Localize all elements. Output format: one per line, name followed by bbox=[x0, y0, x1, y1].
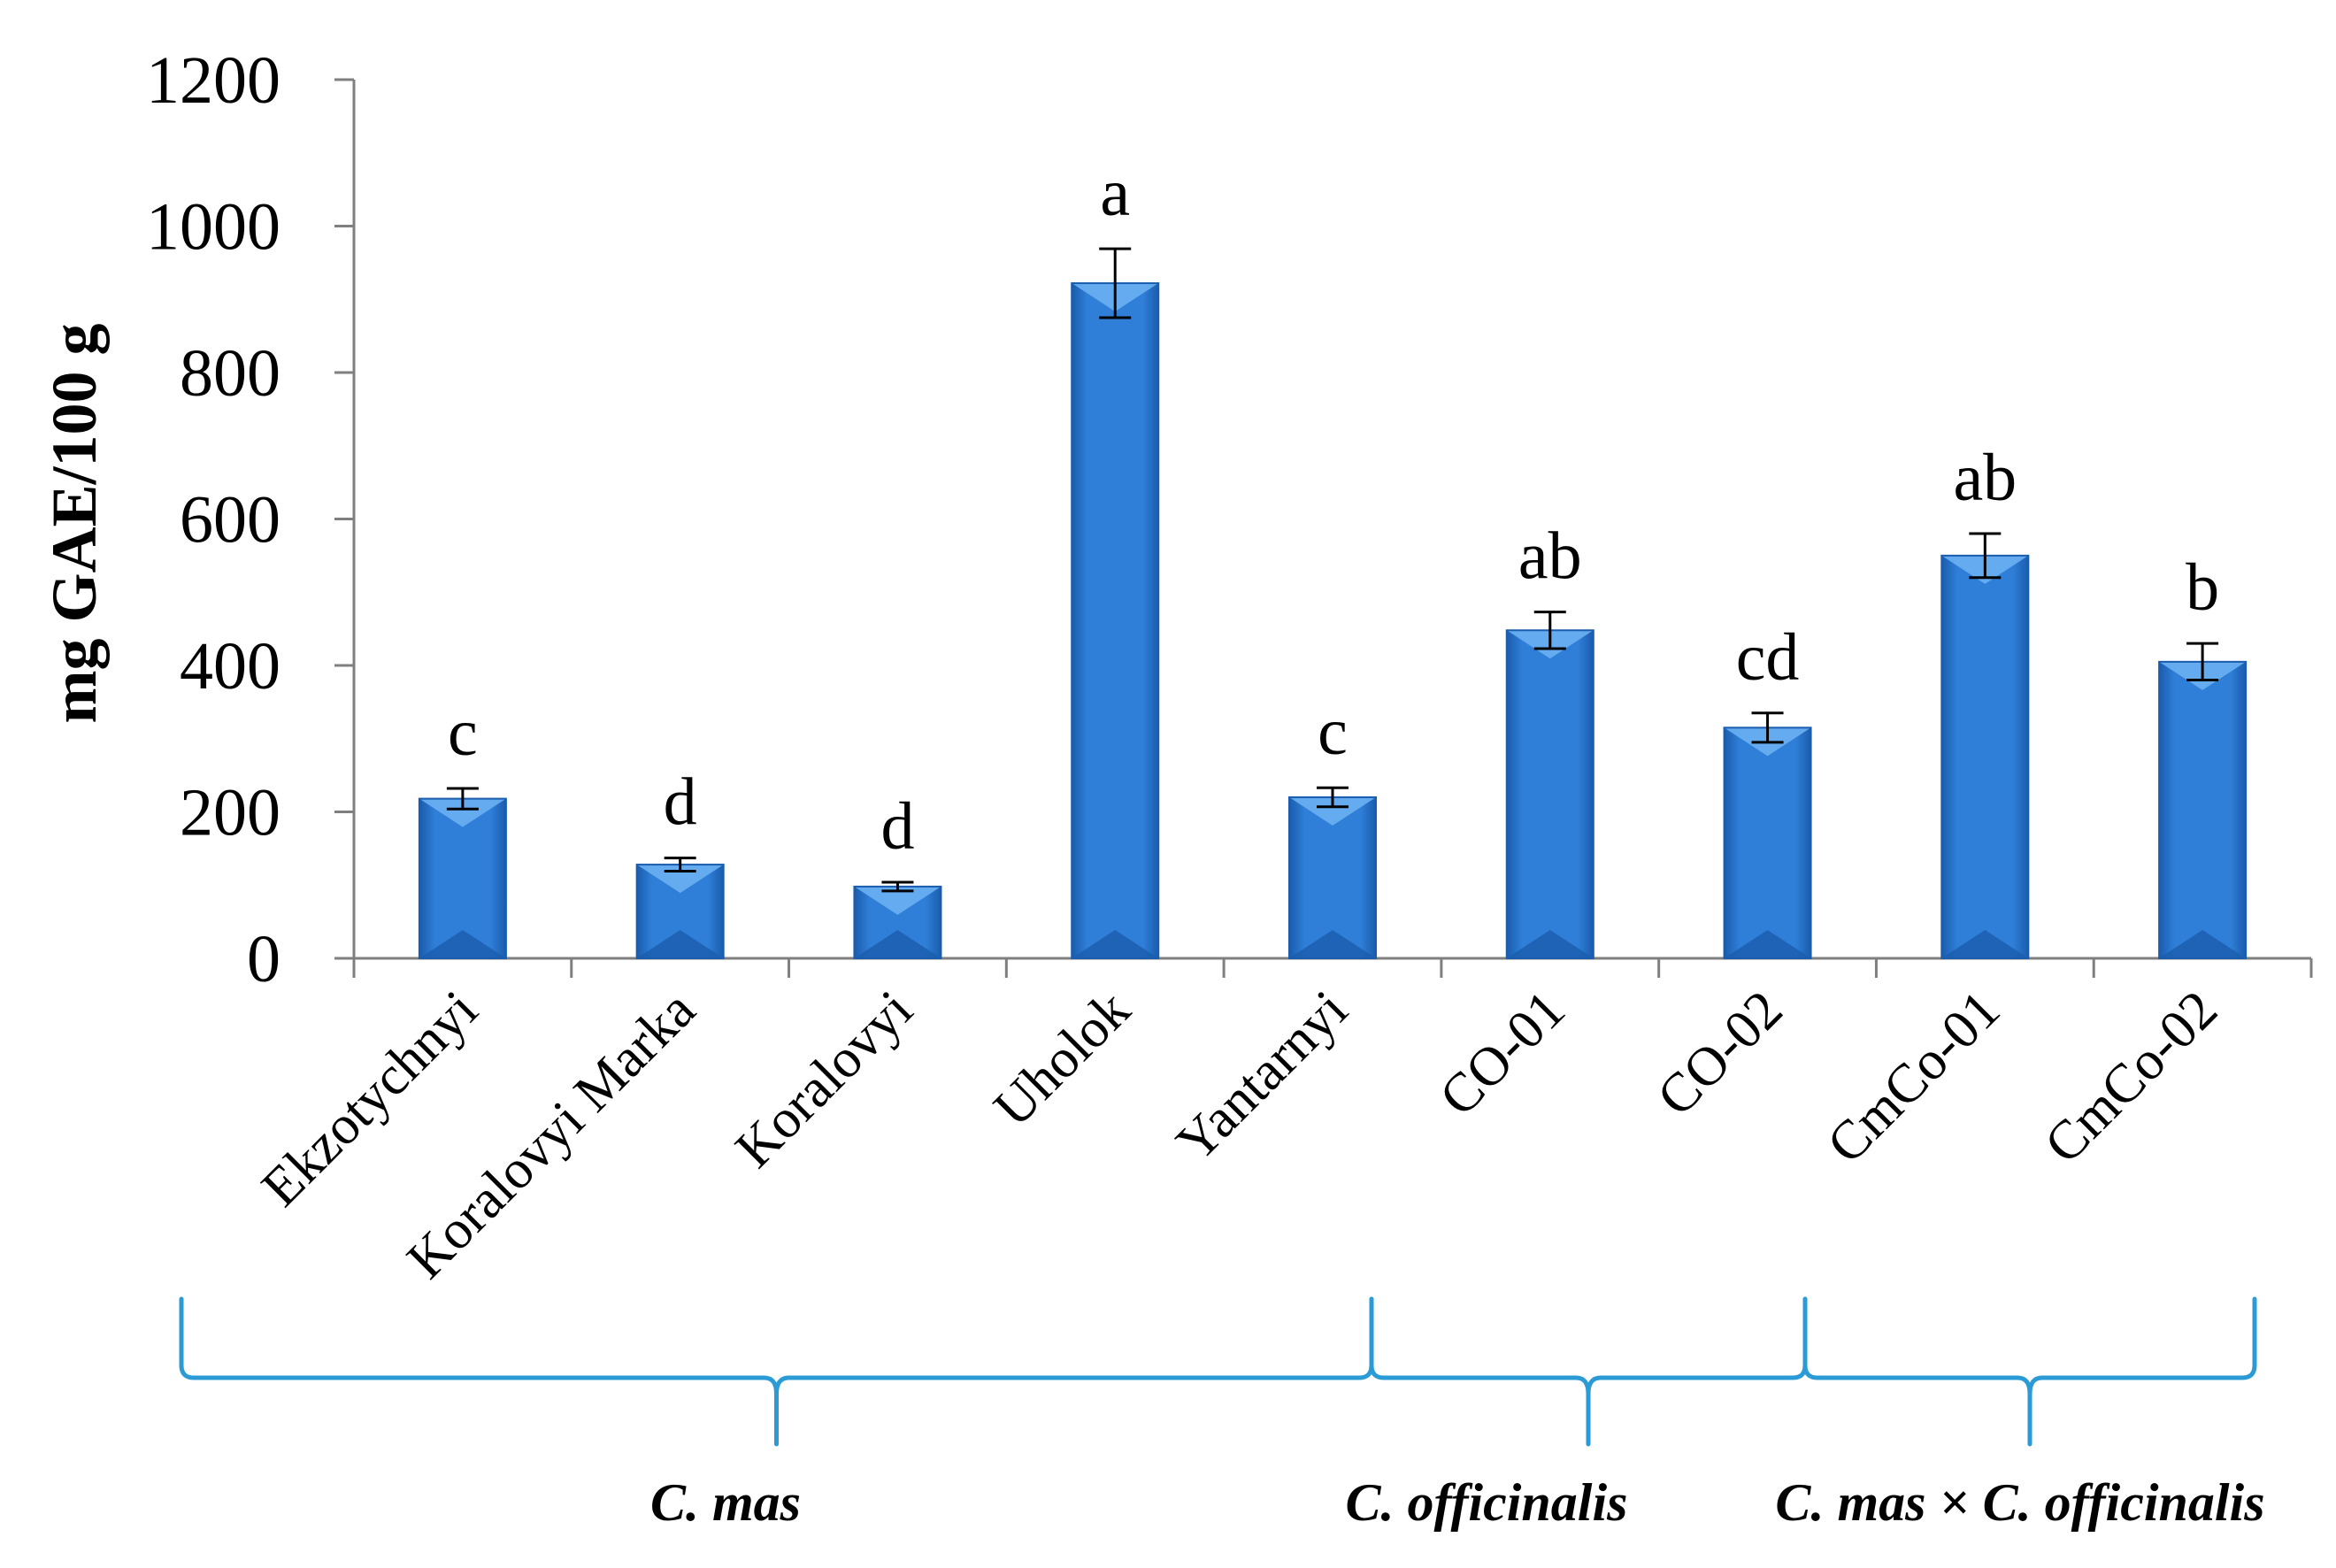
significance-label: d bbox=[880, 789, 914, 864]
significance-label: cd bbox=[1736, 620, 1800, 695]
y-tick-label: 200 bbox=[180, 776, 280, 850]
significance-label: c bbox=[1318, 695, 1348, 769]
significance-label: b bbox=[2186, 550, 2219, 625]
significance-label: ab bbox=[1518, 519, 1582, 594]
y-tick-label: 600 bbox=[180, 483, 280, 557]
category-label: CO-01 bbox=[1428, 980, 1576, 1127]
category-label: Uholok bbox=[983, 980, 1142, 1139]
axes: 0 200 400 600 800 1000 1200 mg GAE/100 g bbox=[39, 43, 2313, 996]
bar-bottom-bevel bbox=[1072, 930, 1159, 958]
y-tick-label: 1000 bbox=[146, 190, 280, 265]
y-tick-label: 1200 bbox=[146, 43, 280, 118]
significance-label: d bbox=[664, 765, 697, 840]
bar-group: ab bbox=[1940, 441, 2030, 959]
bar-bottom-bevel bbox=[1724, 930, 1811, 958]
group-braces: C. mas C. officinalis C. mas × C. officina… bbox=[179, 1296, 2265, 1532]
group-label: C. mas bbox=[650, 1473, 801, 1532]
bar bbox=[1724, 727, 1811, 958]
bar-group: a bbox=[1071, 156, 1160, 960]
group-brace bbox=[1802, 1296, 2257, 1447]
bar-top-bevel bbox=[636, 865, 724, 894]
bar-bottom-bevel bbox=[419, 930, 506, 958]
category-label: Ekzotychnyi bbox=[250, 980, 489, 1218]
category-label: CmCo-01 bbox=[1816, 980, 2011, 1175]
bar-top-bevel bbox=[1289, 796, 1376, 826]
bar bbox=[1506, 630, 1594, 958]
group-brace bbox=[1369, 1296, 1808, 1447]
bar-group: c bbox=[418, 696, 507, 959]
bar-bottom-bevel bbox=[1289, 930, 1376, 958]
bar-group: cd bbox=[1723, 620, 1812, 960]
bar-top-bevel bbox=[854, 886, 941, 915]
bar-group: b bbox=[2158, 550, 2248, 959]
bar-group: d bbox=[635, 765, 725, 960]
bar bbox=[1072, 283, 1159, 958]
group-brace bbox=[179, 1296, 1374, 1447]
group-label: C. mas × C. officinalis bbox=[1775, 1473, 2264, 1532]
group-label: C. officinalis bbox=[1346, 1473, 1628, 1532]
y-tick-label: 800 bbox=[180, 336, 280, 411]
bar-group: c bbox=[1288, 695, 1377, 960]
y-tick-label: 0 bbox=[247, 922, 280, 996]
category-label: CO-02 bbox=[1646, 980, 1794, 1127]
bar bbox=[2159, 661, 2247, 958]
y-tick-label: 400 bbox=[180, 629, 280, 703]
y-axis-title: mg GAE/100 g bbox=[39, 323, 110, 723]
significance-label: c bbox=[448, 696, 478, 770]
bar-top-bevel bbox=[419, 798, 506, 827]
significance-label: ab bbox=[1953, 441, 2017, 515]
category-label: CmCo-02 bbox=[2033, 980, 2229, 1175]
bar-bottom-bevel bbox=[854, 930, 941, 958]
category-label: Yantarnyi bbox=[1165, 980, 1359, 1173]
bar-group: ab bbox=[1505, 519, 1594, 960]
significance-label: a bbox=[1100, 156, 1130, 230]
category-label: Koralovyi bbox=[725, 980, 925, 1180]
bar-bottom-bevel bbox=[2159, 930, 2247, 958]
bar-bottom-bevel bbox=[1506, 930, 1594, 958]
bar-group: d bbox=[853, 789, 942, 960]
bar bbox=[1941, 555, 2029, 958]
bar-bottom-bevel bbox=[1941, 930, 2029, 958]
bar-bottom-bevel bbox=[636, 930, 724, 958]
